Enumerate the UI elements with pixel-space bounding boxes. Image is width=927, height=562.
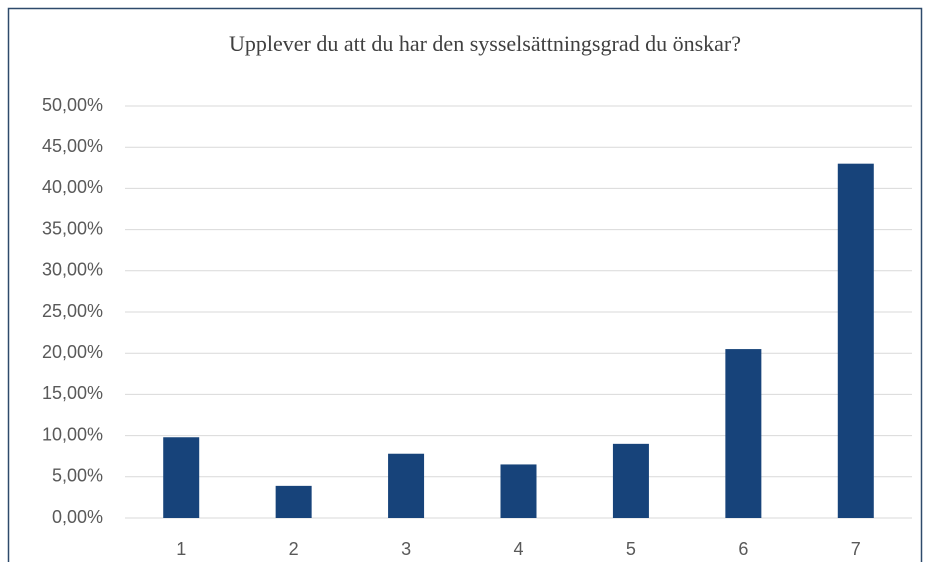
- x-tick-label: 7: [851, 539, 861, 559]
- bar: [612, 443, 649, 518]
- y-tick-label: 30,00%: [42, 260, 103, 280]
- x-tick-label: 1: [176, 539, 186, 559]
- y-tick-label: 45,00%: [42, 136, 103, 156]
- y-tick-label: 15,00%: [42, 383, 103, 403]
- chart-frame: [7, 7, 923, 562]
- bar: [388, 453, 425, 518]
- bar: [275, 485, 312, 518]
- y-tick-label: 40,00%: [42, 177, 103, 197]
- bar: [500, 464, 537, 518]
- x-tick-label: 3: [401, 539, 411, 559]
- bar: [725, 349, 762, 518]
- chart-title: Upplever du att du har den sysselsättnin…: [229, 31, 741, 56]
- y-tick-label: 50,00%: [42, 95, 103, 115]
- bar: [163, 437, 200, 518]
- y-tick-label: 35,00%: [42, 218, 103, 238]
- bar: [837, 163, 874, 518]
- x-tick-label: 5: [626, 539, 636, 559]
- y-tick-label: 0,00%: [52, 507, 103, 527]
- x-tick-label: 2: [289, 539, 299, 559]
- y-tick-label: 25,00%: [42, 301, 103, 321]
- y-tick-label: 10,00%: [42, 424, 103, 444]
- x-tick-label: 4: [513, 539, 523, 559]
- x-tick-label: 6: [738, 539, 748, 559]
- y-tick-label: 5,00%: [52, 466, 103, 486]
- y-tick-label: 20,00%: [42, 342, 103, 362]
